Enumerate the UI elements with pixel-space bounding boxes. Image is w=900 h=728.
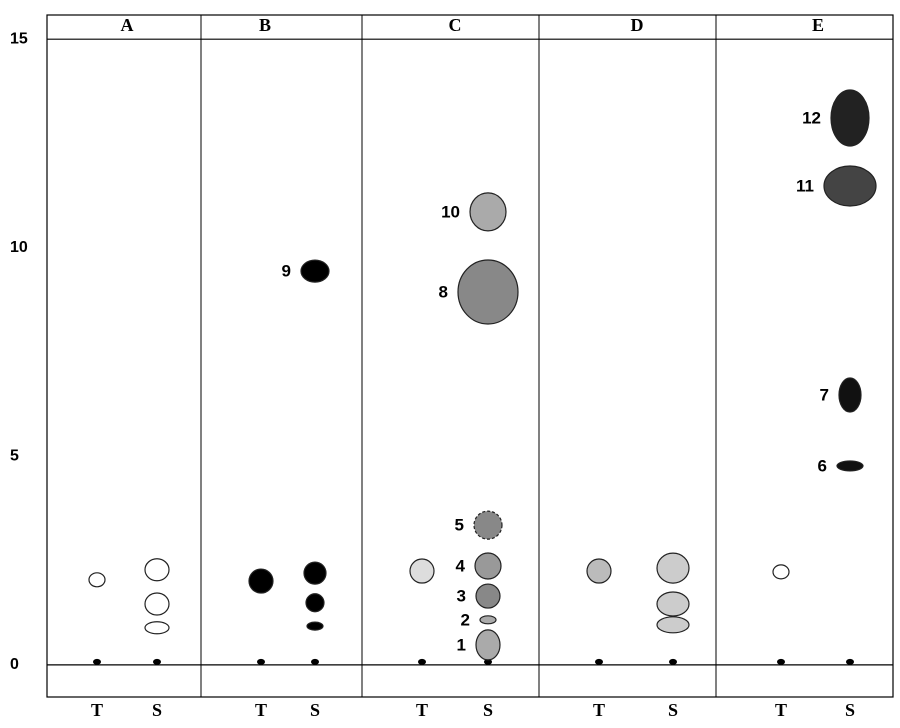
spot-label: 2 <box>461 610 470 629</box>
origin-dot <box>418 659 426 665</box>
spot <box>410 559 434 583</box>
spot-label: 6 <box>818 456 827 475</box>
spot-label: 12 <box>802 109 821 128</box>
y-tick-label: 10 <box>10 239 28 256</box>
spot <box>824 166 876 206</box>
y-tick-label: 0 <box>10 656 19 673</box>
spot <box>304 562 326 584</box>
spot <box>307 622 323 630</box>
spot <box>306 594 324 612</box>
spot <box>476 630 500 660</box>
origin-dot <box>311 659 319 665</box>
origin-dot <box>93 659 101 665</box>
lane-label: S <box>310 700 320 720</box>
origin-dot <box>777 659 785 665</box>
spot-label: 1 <box>457 635 466 654</box>
spot <box>476 584 500 608</box>
spot-label: 10 <box>441 202 460 221</box>
spot <box>474 511 502 539</box>
spot <box>831 90 869 146</box>
spot-label: 8 <box>439 282 448 301</box>
spot <box>480 616 496 624</box>
y-tick-label: 5 <box>10 448 19 465</box>
origin-dot <box>257 659 265 665</box>
panel-title: A <box>121 15 134 35</box>
spot-label: 5 <box>455 516 464 535</box>
spot-label: 3 <box>457 587 466 606</box>
lane-label: T <box>91 700 103 720</box>
lane-label: S <box>668 700 678 720</box>
lane-label: S <box>845 700 855 720</box>
origin-dot <box>669 659 677 665</box>
spot <box>839 378 861 412</box>
spot-label: 11 <box>796 177 814 196</box>
spot <box>145 593 169 615</box>
spot <box>475 553 501 579</box>
lane-label: T <box>416 700 428 720</box>
chromatogram: 0 5 10 15 A T S B T S 9 C T S 10 8 5 4 3 2 1 D T S E T S 12 11 7 6 <box>0 0 900 723</box>
frame <box>47 15 893 697</box>
panel-title: E <box>812 15 824 35</box>
spot <box>587 559 611 583</box>
lane-label: S <box>483 700 493 720</box>
origin-dot <box>595 659 603 665</box>
page: {"y_axis": {"ylim": [-0.77, 15.58], "yti… <box>0 0 900 728</box>
panel-title: C <box>449 15 462 35</box>
spot <box>657 553 689 583</box>
spot <box>249 569 273 593</box>
lane-label: T <box>255 700 267 720</box>
spot <box>301 260 329 282</box>
spot <box>657 592 689 616</box>
spot <box>773 565 789 579</box>
panel-title: B <box>259 15 271 35</box>
y-tick-label: 15 <box>10 30 28 47</box>
spot <box>89 573 105 587</box>
spot <box>837 461 863 471</box>
spot-label: 7 <box>820 385 829 404</box>
origin-dot <box>153 659 161 665</box>
lane-label: T <box>775 700 787 720</box>
spot <box>145 622 169 634</box>
spot-label: 4 <box>456 557 466 576</box>
origin-dot <box>846 659 854 665</box>
spot <box>145 559 169 581</box>
lane-label: S <box>152 700 162 720</box>
lane-label: T <box>593 700 605 720</box>
panel-title: D <box>631 15 644 35</box>
spot-label: 9 <box>282 262 291 281</box>
spot <box>657 617 689 633</box>
spot <box>470 193 506 231</box>
spot <box>458 260 518 324</box>
